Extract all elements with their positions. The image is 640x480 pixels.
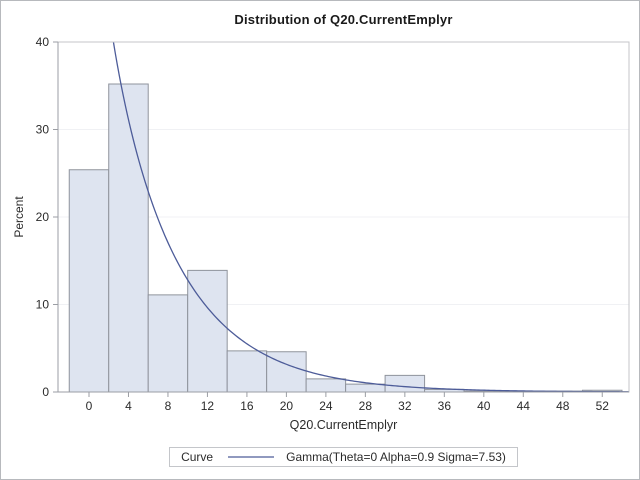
histogram-bar <box>384 374 426 393</box>
y-tick-label: 20 <box>36 210 50 224</box>
histogram-bar <box>226 350 268 393</box>
x-tick-label: 12 <box>201 399 215 413</box>
x-tick-label: 44 <box>517 399 531 413</box>
histogram-bar <box>108 83 149 393</box>
legend: Curve Gamma(Theta=0 Alpha=0.9 Sigma=7.53… <box>169 447 518 467</box>
x-tick-label: 36 <box>438 399 452 413</box>
x-tick-label: 8 <box>165 399 172 413</box>
y-tick-label: 0 <box>42 385 49 399</box>
x-tick-label: 24 <box>319 399 333 413</box>
x-tick-label: 40 <box>477 399 491 413</box>
x-axis-title: Q20.CurrentEmplyr <box>289 418 398 432</box>
x-tick-label: 20 <box>280 399 294 413</box>
x-tick-label: 4 <box>125 399 132 413</box>
y-axis-title: Percent <box>12 196 26 238</box>
x-tick-label: 52 <box>596 399 610 413</box>
x-tick-label: 0 <box>86 399 93 413</box>
histogram-bar <box>345 383 386 393</box>
legend-title: Curve <box>181 450 214 464</box>
legend-line-sample-icon <box>228 456 275 458</box>
y-tick-label: 30 <box>36 123 50 137</box>
legend-row: Curve Gamma(Theta=0 Alpha=0.9 Sigma=7.53… <box>58 447 629 467</box>
x-tick-label: 48 <box>556 399 570 413</box>
x-tick-label: 28 <box>359 399 373 413</box>
chart-title: Distribution of Q20.CurrentEmplyr <box>234 12 453 27</box>
histogram-bar <box>68 169 110 393</box>
x-tick-label: 32 <box>398 399 412 413</box>
y-tick-label: 10 <box>36 298 50 312</box>
x-tick-label: 16 <box>240 399 254 413</box>
gamma-curve <box>112 41 629 393</box>
y-tick-label: 40 <box>36 35 50 49</box>
histogram-bar <box>147 294 189 393</box>
legend-entry-label: Gamma(Theta=0 Alpha=0.9 Sigma=7.53) <box>286 450 506 464</box>
histogram-bar <box>305 378 347 393</box>
